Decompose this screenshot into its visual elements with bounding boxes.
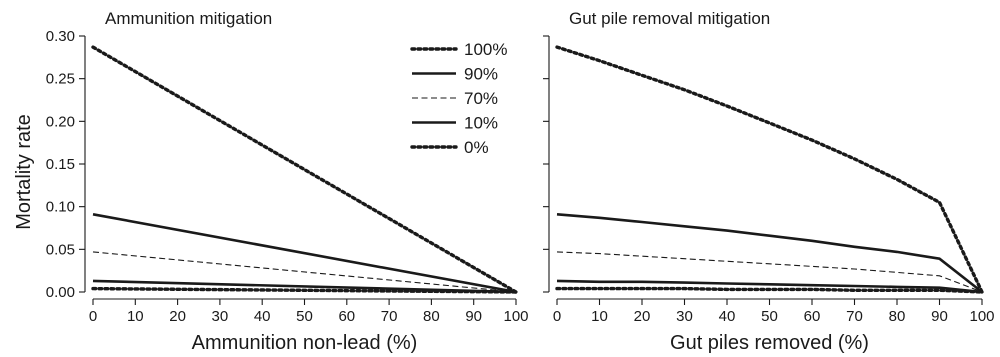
x-tick-label: 30 (212, 308, 229, 325)
ammunition-x-axis-title: Ammunition non-lead (%) (192, 332, 418, 354)
x-tick-label: 90 (931, 308, 948, 325)
series-line-100pct (91, 45, 518, 294)
gut-pile-panel: 0 10 20 30 40 50 60 70 80 90 100 Gut pile removal m… (543, 9, 995, 354)
x-tick-label: 80 (889, 308, 906, 325)
gut-pile-x-axis-title: Gut piles removed (%) (670, 332, 869, 354)
y-axis-title: Mortality rate (13, 114, 35, 230)
x-tick-label: 0 (89, 308, 97, 325)
x-tick-label: 100 (503, 308, 528, 325)
y-tick-label: 0.30 (46, 28, 75, 45)
y-tick-label: 0.05 (46, 241, 75, 258)
legend-label: 0% (464, 138, 489, 157)
legend-label: 10% (464, 114, 498, 133)
x-tick-label: 20 (169, 308, 186, 325)
series-line-0pct (555, 286, 984, 294)
series-line-0pct (91, 286, 518, 294)
series-line-10pct (92, 279, 517, 294)
x-tick-label: 70 (381, 308, 398, 325)
series-line-70pct (556, 251, 983, 293)
x-tick-label: 10 (127, 308, 144, 325)
series-line-70pct (92, 251, 517, 293)
y-tick-label: 0.00 (46, 284, 75, 301)
x-tick-label: 80 (423, 308, 440, 325)
x-tick-label: 40 (719, 308, 736, 325)
y-tick-label: 0.10 (46, 199, 75, 216)
legend-label: 90% (464, 65, 498, 84)
x-tick-label: 60 (804, 308, 821, 325)
y-tick-label: 0.25 (46, 71, 75, 88)
x-tick-label: 20 (634, 308, 651, 325)
x-tick-label: 0 (553, 308, 561, 325)
legend-label: 70% (464, 89, 498, 108)
x-tick-label: 70 (846, 308, 863, 325)
x-tick-label: 10 (591, 308, 608, 325)
series-line-100pct (555, 45, 984, 294)
x-tick-label: 90 (465, 308, 482, 325)
legend: 100% 90% 70% 10% 0% (410, 40, 507, 157)
x-tick-label: 30 (676, 308, 693, 325)
ammunition-panel: 0.00 0.05 0.10 0.15 0.20 0.25 0.30 0 10 20 30 40 50 6… (46, 9, 529, 354)
series-line-90pct (92, 213, 517, 294)
series-line-10pct (556, 279, 983, 294)
x-tick-label: 60 (338, 308, 355, 325)
gut-pile-panel-title: Gut pile removal mitigation (569, 9, 770, 28)
y-tick-label: 0.20 (46, 113, 75, 130)
ammunition-panel-title: Ammunition mitigation (105, 9, 272, 28)
x-tick-label: 50 (761, 308, 778, 325)
x-tick-label: 100 (969, 308, 994, 325)
y-tick-label: 0.15 (46, 156, 75, 173)
series-line-90pct (556, 213, 983, 294)
legend-label: 100% (464, 40, 507, 59)
x-tick-label: 40 (254, 308, 271, 325)
x-tick-label: 50 (296, 308, 313, 325)
